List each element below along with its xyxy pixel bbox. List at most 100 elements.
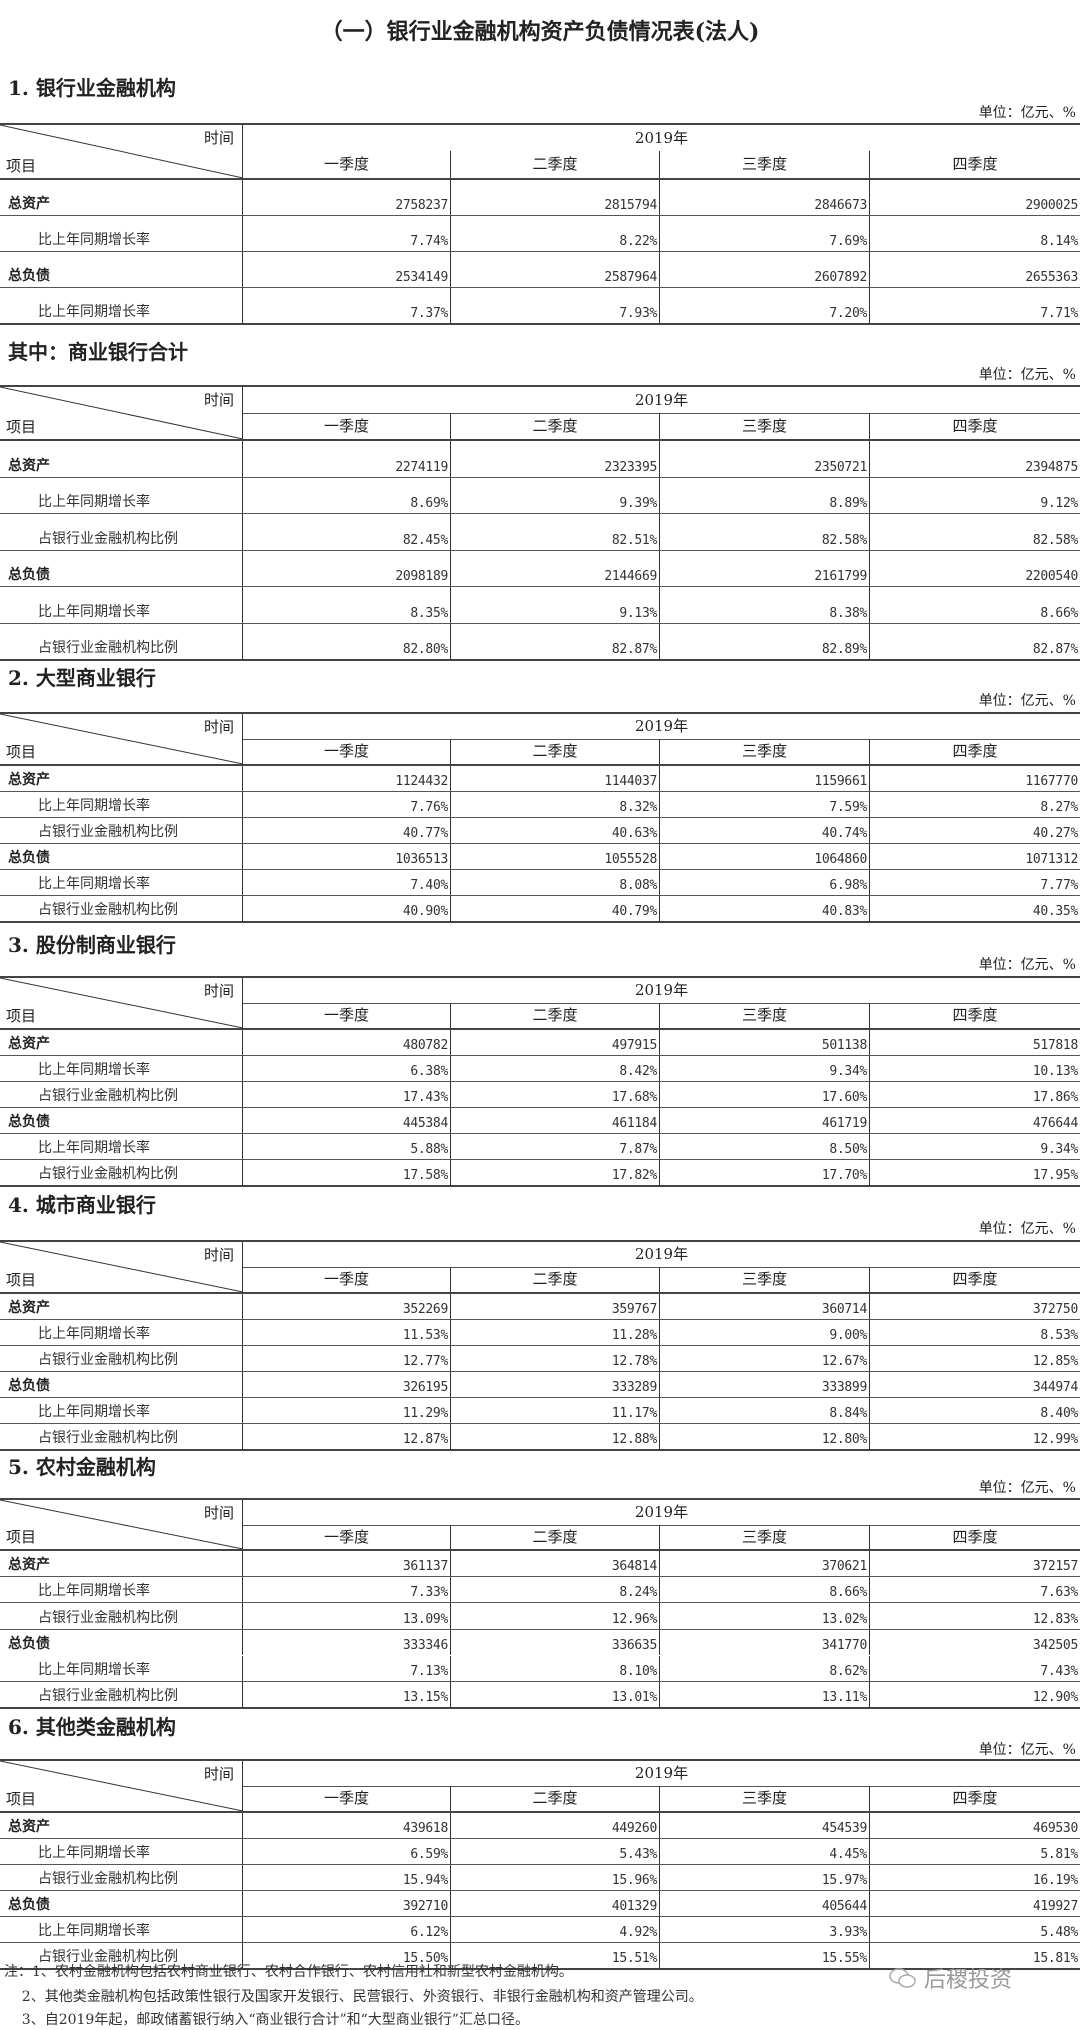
table-row: 比上年同期增长率 7.76% 8.32% 7.59% 8.27% [0,792,1080,818]
header-quarter: 一季度 [243,151,451,178]
value-cell: 13.01% [451,1681,660,1708]
header-quarter: 三季度 [660,1267,870,1292]
value-cell: 82.80% [243,623,451,659]
value-cell: 7.93% [451,288,660,323]
table-row: 比上年同期增长率 7.13% 8.10% 8.62% 7.43% [0,1655,1080,1682]
table-row: 总资产 2758237 2815794 2846673 2900025 [0,180,1080,216]
header-time-label: 时间 [203,1765,234,1783]
row-label: 总资产 [0,1294,243,1319]
table-row: 比上年同期增长率 7.33% 8.24% 8.66% 7.63% [0,1577,1080,1604]
value-cell: 5.43% [451,1839,660,1864]
value-cell: 8.27% [1040,800,1078,815]
value-cell: 13.02% [660,1603,870,1629]
note-3: 3、自2019年起，邮政储蓄银行纳入“商业银行合计”和“大型商业银行”汇总口径。 [4,2012,529,2028]
row-label: 总负债 [0,1108,243,1133]
value-cell: 17.70% [660,1160,870,1185]
value-cell: 8.40% [1040,1406,1078,1421]
value-cell: 12.88% [451,1424,660,1449]
value-cell: 2350721 [660,441,870,477]
unit-label: 单位：亿元、% [978,1221,1076,1237]
header-quarter: 四季度 [952,155,998,173]
header-divider [243,1003,1080,1004]
value-cell: 4.45% [660,1839,870,1864]
value-cell: 12.87% [243,1424,451,1449]
header-corner-cell: 时间 项目 [0,1242,243,1292]
value-cell: 11.29% [243,1398,451,1423]
header-quarter: 四季度 [952,1528,998,1546]
table-row: 比上年同期增长率 8.35% 9.13% 8.38% 8.66% [0,587,1080,624]
header-quarter: 一季度 [243,1003,451,1028]
value-cell: 8.66% [1040,605,1078,621]
table-row: 比上年同期增长率 7.37% 7.93% 7.20% 7.71% [0,288,1080,325]
data-table: 时间 项目 2019年 一季度 二季度 三季度 四季度 总资产 480782 497915 5011… [0,976,1080,1187]
value-cell: 6.98% [660,870,870,895]
header-quarter: 一季度 [243,1525,451,1549]
value-cell: 8.69% [243,477,451,513]
table-header: 时间 项目 2019年 一季度 二季度 三季度 四季度 [0,1500,1080,1551]
table-header: 时间 项目 2019年 一季度 二季度 三季度 四季度 [0,125,1080,180]
value-cell: 7.87% [451,1134,660,1159]
table-row: 占银行业金融机构比例 13.09% 12.96% 13.02% 12.83% [0,1603,1080,1630]
value-cell: 342505 [1032,1637,1078,1653]
value-cell: 9.13% [451,587,660,623]
value-cell: 9.39% [451,477,660,513]
value-cell: 12.85% [1032,1354,1078,1369]
value-cell: 364814 [451,1551,660,1577]
header-corner-cell: 时间 项目 [0,387,243,439]
header-quarter: 一季度 [243,1786,451,1811]
table-row: 占银行业金融机构比例 12.87% 12.88% 12.80% 12.99% [0,1424,1080,1451]
value-cell: 7.43% [1040,1663,1078,1679]
value-cell: 392710 [243,1891,451,1916]
unit-label: 单位：亿元、% [978,1742,1076,1758]
data-table: 时间 项目 2019年 一季度 二季度 三季度 四季度 总资产 439618 449260 4545… [0,1759,1080,1970]
table-row: 占银行业金融机构比例 12.77% 12.78% 12.67% 12.85% [0,1346,1080,1372]
table-row: 占银行业金融机构比例 82.80% 82.87% 82.89% 82.87% [0,623,1080,661]
header-quarter: 二季度 [451,1003,660,1028]
header-quarter: 三季度 [660,1786,870,1811]
value-cell: 370621 [660,1551,870,1577]
value-cell: 5.81% [1040,1847,1078,1862]
value-cell: 82.51% [451,514,660,550]
header-quarter: 四季度 [952,742,998,760]
value-cell: 9.34% [660,1056,870,1081]
value-cell: 8.32% [451,792,660,817]
value-cell: 2587964 [451,252,660,287]
value-cell: 1064860 [660,844,870,869]
table-row: 占银行业金融机构比例 82.45% 82.51% 82.58% 82.58% [0,514,1080,551]
value-cell: 8.22% [451,216,660,251]
value-cell: 333289 [451,1372,660,1397]
value-cell: 344974 [1032,1380,1078,1395]
header-quarter: 四季度 [952,1006,998,1024]
table-row: 总资产 2274119 2323395 2350721 2394875 [0,441,1080,478]
value-cell: 1144037 [451,766,660,791]
data-table: 时间 项目 2019年 一季度 二季度 三季度 四季度 总资产 1124432 1144037 11… [0,712,1080,923]
value-cell: 8.84% [660,1398,870,1423]
unit-label: 单位：亿元、% [978,693,1076,709]
table-row: 比上年同期增长率 11.29% 11.17% 8.84% 8.40% [0,1398,1080,1424]
value-cell: 82.87% [1032,642,1078,657]
value-cell: 40.79% [451,896,660,921]
value-cell: 17.43% [243,1082,451,1107]
value-cell: 6.12% [243,1917,451,1942]
data-table: 时间 项目 2019年 一季度 二季度 三季度 四季度 总资产 2274119 2323395 23… [0,385,1080,661]
value-cell: 82.58% [1032,532,1078,548]
row-label: 占银行业金融机构比例 [0,1424,243,1449]
header-quarter: 一季度 [243,739,451,764]
diagonal-divider [0,714,243,764]
value-cell: 2323395 [451,441,660,477]
header-corner-cell: 时间 项目 [0,1761,243,1811]
value-cell: 497915 [451,1030,660,1055]
value-cell: 13.15% [243,1681,451,1708]
value-cell: 8.50% [660,1134,870,1159]
row-label: 占银行业金融机构比例 [0,896,243,921]
unit-label: 单位：亿元、% [978,1480,1076,1496]
section-heading: 1. 银行业金融机构 [8,76,176,100]
header-corner-cell: 时间 项目 [0,1500,243,1549]
value-cell: 12.67% [660,1346,870,1371]
value-cell: 17.68% [451,1082,660,1107]
value-cell: 461184 [451,1108,660,1133]
row-label: 总资产 [0,441,243,477]
value-cell: 359767 [451,1294,660,1319]
value-cell: 2161799 [660,550,870,586]
value-cell: 2655363 [1025,270,1078,285]
